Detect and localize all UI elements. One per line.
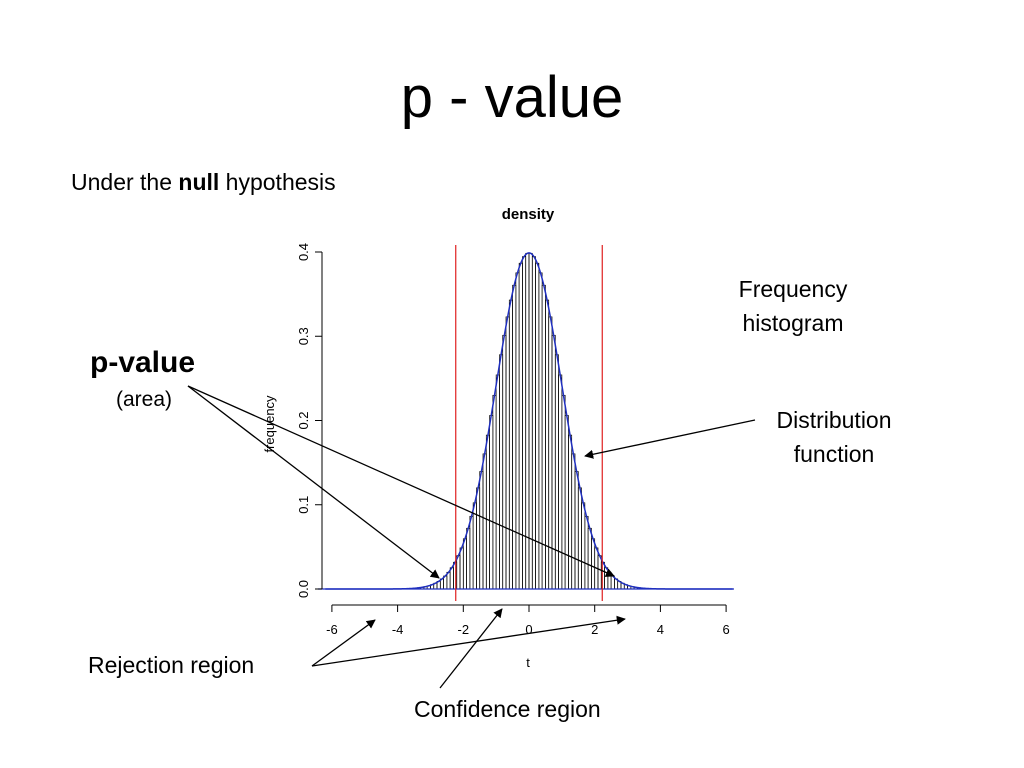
histogram-bar [577, 487, 582, 590]
histogram-bar [512, 284, 517, 590]
histogram-bar [525, 252, 530, 590]
x-tick-label: 2 [591, 622, 598, 637]
distribution-arrow [584, 419, 756, 459]
confidence-arrow [439, 608, 503, 689]
histogram-bar [558, 374, 563, 590]
histogram-bar [568, 434, 573, 590]
subtitle-post: hypothesis [219, 169, 336, 195]
histogram-bar [571, 453, 576, 590]
histogram-bar [515, 272, 520, 590]
subtitle-bold: null [178, 169, 220, 195]
pvalue-arrow-left [187, 385, 440, 579]
histogram-bar [541, 284, 546, 590]
histogram-bar [554, 354, 559, 590]
histogram-bar [564, 415, 569, 590]
histogram-bar [518, 262, 523, 590]
x-tick-label: 4 [657, 622, 664, 637]
pvalue-label: p-value [90, 346, 196, 379]
histogram-bar [485, 434, 490, 590]
y-tick-label: 0.4 [296, 243, 311, 261]
slide-title: p - value [400, 65, 624, 130]
histogram-bar [561, 394, 566, 590]
critical-value-lines [455, 245, 603, 601]
pvalue-arrow-right [187, 385, 615, 577]
histogram-bar [551, 334, 556, 590]
x-axis-label: t [526, 655, 530, 670]
histogram-bar [587, 527, 592, 590]
density-curve [325, 252, 733, 590]
x-tick-label: 0 [525, 622, 532, 637]
histogram-bar [492, 394, 497, 590]
histogram-bar [591, 538, 596, 590]
histogram-bar [479, 471, 484, 590]
y-axis-label: frequency [262, 395, 277, 453]
rejection-arrow-right [311, 615, 626, 667]
x-tick-label: -4 [392, 622, 404, 637]
rejection-arrow-left [311, 619, 376, 667]
chart-axes: -6 -4 -2 0 2 4 6 t 0.0 0.1 0.2 0.3 0.4 frequency [262, 243, 734, 670]
histogram-bar [505, 316, 510, 590]
histogram-bar [489, 415, 494, 590]
histogram-bar [604, 567, 609, 590]
chart-title: density [502, 206, 555, 223]
histogram-bar [482, 453, 487, 590]
slide-subtitle: Under the null hypothesis [71, 168, 336, 196]
histogram-bar [466, 527, 471, 590]
histogram-bar [535, 262, 540, 590]
distribution-function-label: Distribution function [776, 407, 892, 467]
histogram-bar [574, 471, 579, 590]
histogram-bar [472, 502, 477, 590]
histogram-bar [449, 567, 454, 590]
y-tick-label: 0.1 [296, 496, 311, 514]
histogram-bar [502, 334, 507, 590]
histogram-bar [538, 272, 543, 590]
histogram-bar [522, 256, 527, 590]
x-tick-label: -6 [326, 622, 338, 637]
y-tick-label: 0.2 [296, 411, 311, 429]
histogram-bar [476, 487, 481, 590]
rejection-region-label: Rejection region [88, 652, 255, 678]
x-tick-label: -2 [458, 622, 470, 637]
histogram-bar [597, 555, 602, 590]
area-label: (area) [116, 388, 173, 411]
confidence-region-label: Confidence region [414, 696, 601, 722]
annotation-arrows [187, 385, 756, 689]
histogram-bar [499, 354, 504, 590]
histogram-bar [581, 502, 586, 590]
histogram-bar [495, 374, 500, 590]
histogram-bar [459, 547, 464, 590]
x-tick-label: 6 [722, 622, 729, 637]
histogram-bar [584, 515, 589, 590]
histogram-bar [456, 555, 461, 590]
y-tick-label: 0.3 [296, 327, 311, 345]
frequency-histogram-label: Frequency histogram [738, 276, 848, 336]
histogram-bar [469, 515, 474, 590]
y-tick-label: 0.0 [296, 580, 311, 598]
subtitle-pre: Under the [71, 169, 179, 195]
histogram-bar [462, 538, 467, 590]
histogram-bar [508, 299, 513, 590]
